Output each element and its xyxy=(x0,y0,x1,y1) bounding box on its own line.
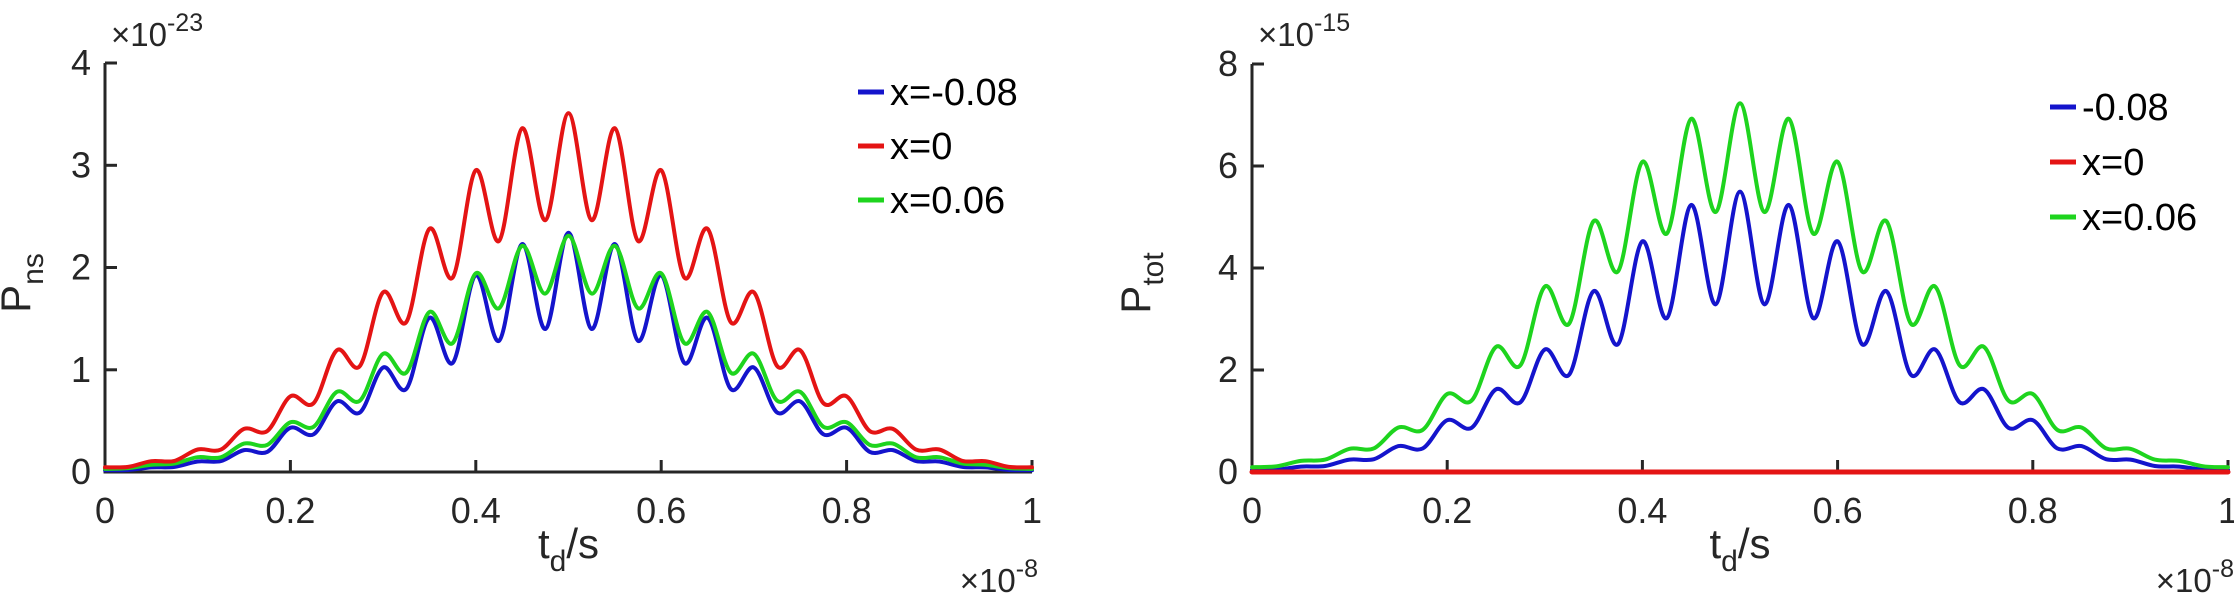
legend-label: x=0.06 xyxy=(890,180,1005,222)
y-tick-label: 8 xyxy=(1218,43,1238,84)
y-tick-label: 0 xyxy=(1218,451,1238,492)
y-tick-label: 1 xyxy=(71,349,91,390)
legend-label: x=0.06 xyxy=(2082,197,2197,239)
x-tick-label: 0.6 xyxy=(1813,490,1863,531)
x-axis-label: td/s xyxy=(1709,520,1770,578)
x-tick-label: 0 xyxy=(95,490,115,531)
curve-x=-0.08 xyxy=(103,230,1034,473)
x-axis-exponent: ×10-8 xyxy=(2156,555,2234,599)
y-tick-label: 4 xyxy=(71,42,91,83)
chart-1: 0 0.2 0.4 0.6 0.8 1 0 2 4 6 8 ×10-15 ×10-8 td/s Ptot -0… xyxy=(1112,9,2234,599)
x-tick-label: 0.8 xyxy=(2008,490,2058,531)
curve-x=0 xyxy=(103,111,1034,470)
y-tick-label: 6 xyxy=(1218,145,1238,186)
x-tick-label: 1 xyxy=(1022,490,1042,531)
y-axis-label: Pns xyxy=(0,253,50,313)
legend-label: x=0 xyxy=(2082,142,2144,184)
legend: x=-0.08 x=0 x=0.06 xyxy=(858,72,1018,222)
curve-x=0.06 xyxy=(103,233,1034,471)
y-axis-exponent: ×10-23 xyxy=(111,9,203,53)
x-tick-label: 0.8 xyxy=(822,490,872,531)
legend-label: -0.08 xyxy=(2082,87,2169,129)
legend-label: x=-0.08 xyxy=(890,72,1018,114)
y-tick-label: 0 xyxy=(71,451,91,492)
curve-x=0.06 xyxy=(1250,101,2230,470)
y-tick-label: 4 xyxy=(1218,247,1238,288)
legend-label: x=0 xyxy=(890,126,952,168)
y-tick-label: 2 xyxy=(1218,349,1238,390)
y-tick-label: 2 xyxy=(71,247,91,288)
x-tick-label: 0.4 xyxy=(451,490,501,531)
x-tick-label: 0.4 xyxy=(1617,490,1667,531)
x-axis-label: td/s xyxy=(538,520,599,578)
y-axis-label: Ptot xyxy=(1112,252,1170,314)
x-tick-label: 0.2 xyxy=(265,490,315,531)
chart-0: 0 0.2 0.4 0.6 0.8 1 0 1 2 3 4 ×10-23 ×10-8 td/s Pns x=-… xyxy=(0,9,1042,599)
y-axis-exponent: ×10-15 xyxy=(1258,9,1350,53)
x-tick-label: 1 xyxy=(2218,490,2234,531)
x-tick-label: 0.2 xyxy=(1422,490,1472,531)
x-axis-exponent: ×10-8 xyxy=(960,555,1038,599)
y-tick-label: 3 xyxy=(71,144,91,185)
x-tick-label: 0 xyxy=(1242,490,1262,531)
curve--0.08 xyxy=(1250,189,2230,472)
x-tick-label: 0.6 xyxy=(636,490,686,531)
legend: -0.08 x=0 x=0.06 xyxy=(2050,87,2197,239)
